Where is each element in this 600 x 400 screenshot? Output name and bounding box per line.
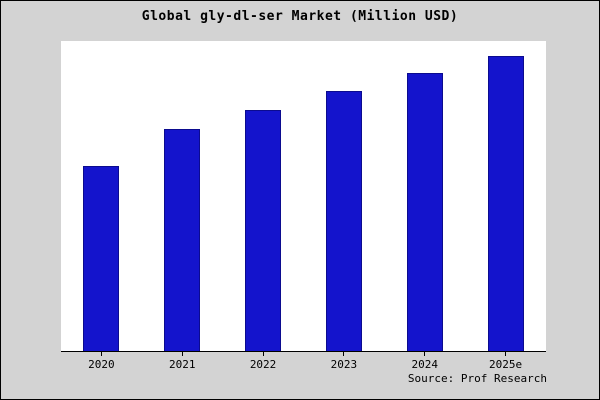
- bar-2024: [406, 73, 443, 351]
- x-axis-label-2022: 2022: [249, 358, 277, 371]
- x-axis-labels: 2020 2021 2022 2023 2024 2025e: [61, 352, 546, 371]
- x-axis-label-2024: 2024: [411, 358, 438, 371]
- bar-2022: [245, 110, 282, 351]
- x-tick: [424, 352, 426, 356]
- x-tick: [505, 352, 507, 356]
- x-label-cell-2021: 2021: [142, 352, 223, 371]
- x-label-cell-2022: 2022: [223, 352, 304, 371]
- x-axis-label-2025e: 2025e: [488, 358, 523, 371]
- x-axis-label-2021: 2021: [168, 358, 196, 371]
- bar-2021: [164, 128, 201, 351]
- x-axis-label-2023: 2023: [330, 358, 358, 371]
- x-axis-label-2020: 2020: [88, 358, 115, 371]
- x-label-cell-2024: 2024: [384, 352, 465, 371]
- chart-title: Global gly-dl-ser Market (Million USD): [141, 9, 459, 24]
- plot-area: [61, 41, 546, 352]
- x-tick: [343, 352, 345, 356]
- x-label-cell-2025e: 2025e: [465, 352, 546, 371]
- bars-container: [61, 41, 546, 351]
- bar-column-2021: [142, 41, 223, 351]
- bar-2023: [325, 91, 362, 351]
- bar-column-2025e: [465, 41, 546, 351]
- x-tick: [262, 352, 264, 356]
- bar-column-2023: [303, 41, 384, 351]
- x-tick: [100, 352, 102, 356]
- bar-2020: [83, 166, 120, 351]
- bar-2025e: [487, 55, 524, 351]
- x-tick: [181, 352, 183, 356]
- x-label-cell-2020: 2020: [61, 352, 142, 371]
- bar-column-2020: [61, 41, 142, 351]
- x-label-cell-2023: 2023: [303, 352, 384, 371]
- source-credit: Source: Prof Research: [407, 372, 547, 385]
- bar-column-2022: [223, 41, 304, 351]
- bar-column-2024: [384, 41, 465, 351]
